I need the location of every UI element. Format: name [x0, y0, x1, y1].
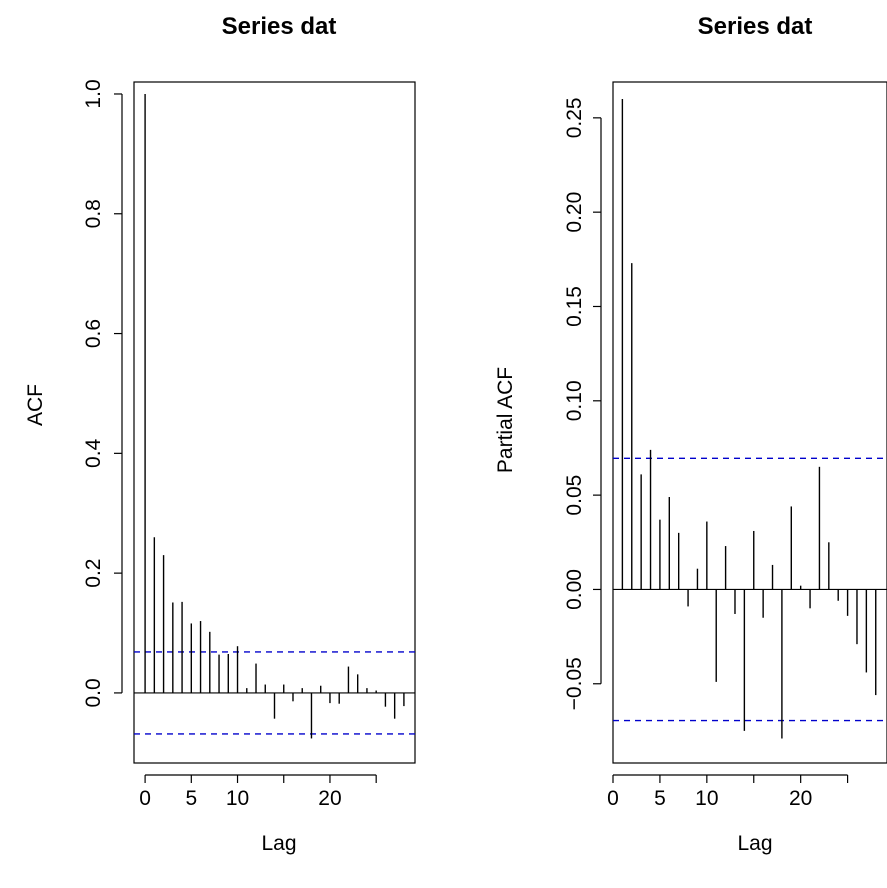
y-tick-label: 0.05: [563, 475, 586, 516]
x-tick-label: 0: [139, 787, 151, 810]
x-tick-label: 10: [226, 787, 249, 810]
x-tick-label: 5: [185, 787, 197, 810]
y-tick-label: 0.2: [82, 559, 105, 588]
x-tick-label: 10: [695, 787, 718, 810]
y-tick-label: 0.15: [563, 286, 586, 327]
y-tick-label: 0.8: [82, 199, 105, 228]
y-tick-label: 0.25: [563, 97, 586, 138]
acf-title: Series dat: [222, 13, 337, 40]
acf-xlabel: Lag: [261, 832, 296, 855]
x-tick-label: 5: [654, 787, 666, 810]
acf-ylabel: ACF: [24, 384, 47, 426]
y-tick-label: 0.0: [82, 678, 105, 707]
plot-frame: [612, 81, 887, 764]
pacf-xlabel: Lag: [737, 832, 772, 855]
y-tick-label: 1.0: [82, 79, 105, 108]
y-tick-label: 0.00: [563, 569, 586, 610]
x-tick-label: 20: [789, 787, 812, 810]
pacf-ylabel: Partial ACF: [494, 367, 517, 473]
plot-frame: [133, 81, 416, 764]
y-tick-label: 0.6: [82, 319, 105, 348]
x-tick-label: 20: [318, 787, 341, 810]
acf-panel: Series dat ACF Lag 0 5 10 20 0.0 0.2 0.4 0.6 0.8…: [24, 13, 416, 855]
pacf-title: Series dat: [698, 13, 813, 40]
y-tick-label: 0.20: [563, 192, 586, 233]
pacf-panel: Series dat Partial ACF Lag 0 5 10 20 −0.05 0.…: [494, 13, 887, 855]
x-tick-label: 0: [607, 787, 619, 810]
y-tick-label: 0.4: [82, 438, 105, 468]
y-tick-label: −0.05: [563, 657, 586, 710]
y-tick-label: 0.10: [563, 380, 586, 421]
